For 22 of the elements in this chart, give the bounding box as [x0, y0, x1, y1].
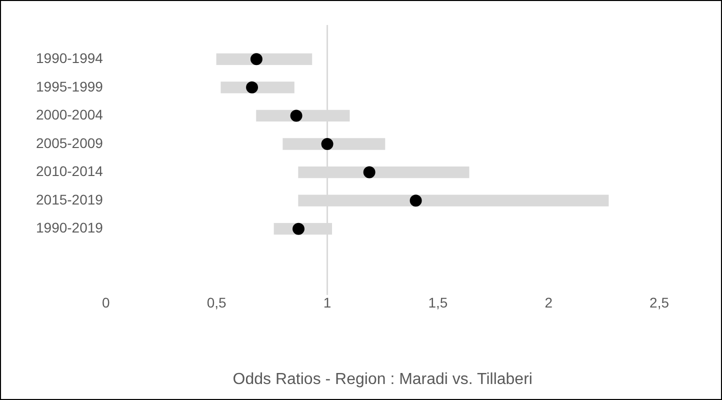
y-tick-label: 1995-1999 [36, 78, 104, 94]
x-tick-label: 0,5 [206, 294, 227, 310]
y-tick-label: 2015-2019 [36, 191, 104, 208]
point [410, 194, 422, 207]
x-tick-label: 1,5 [428, 294, 448, 310]
bar [282, 138, 386, 150]
y-tick-label: 1990-1994 [36, 50, 104, 66]
x-tick-label: 0 [102, 294, 110, 310]
point [363, 166, 376, 178]
point [292, 222, 305, 235]
x-tick-label: 2,5 [650, 294, 670, 310]
point [290, 110, 302, 122]
y-tick-label: 1990-2019 [36, 220, 104, 236]
point [321, 138, 334, 150]
point [250, 53, 262, 66]
y-tick-label: 2005-2009 [36, 134, 104, 151]
y-tick-label: 2000-2004 [36, 106, 104, 123]
x-tick-label: 1 [323, 294, 332, 310]
point [246, 81, 258, 94]
x-axis-title: Odds Ratios - Region : Maradi vs. Tillaberi [232, 370, 532, 388]
y-tick-label: 2010-2014 [36, 163, 104, 180]
x-tick-label: 2 [544, 294, 553, 310]
